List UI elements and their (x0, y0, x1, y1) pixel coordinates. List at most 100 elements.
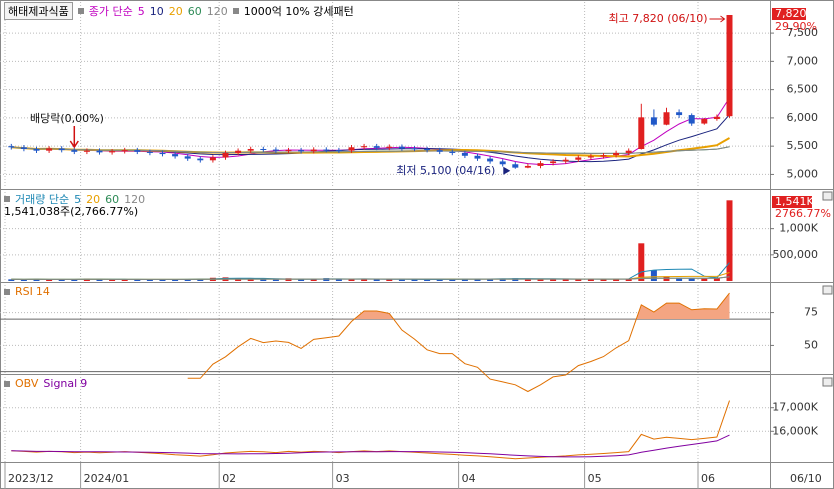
candle-body (46, 148, 53, 151)
y-tick-label: 6,500 (787, 83, 819, 96)
candle-body (524, 165, 531, 168)
rsi-overbought-fill (187, 293, 730, 320)
candle-body (159, 152, 166, 155)
volume-bar (71, 279, 78, 281)
volume-bar (373, 279, 380, 281)
candle-body (398, 146, 405, 149)
volume-bar (701, 278, 708, 281)
volume-bar (411, 279, 418, 281)
candle-body (499, 161, 506, 165)
y-tick-label: 75 (804, 306, 818, 319)
candle-body (134, 150, 141, 152)
volume-bar (424, 279, 431, 281)
ma-period: 120 (206, 4, 228, 18)
close-button[interactable] (822, 285, 833, 295)
volume-bar (386, 279, 393, 281)
candle-body (550, 161, 557, 164)
volume-bar (285, 278, 292, 281)
volume-bar (512, 278, 519, 281)
ma-period: 120 (124, 192, 146, 206)
signal-name: Signal (43, 377, 78, 390)
volume-bar (613, 278, 620, 281)
close-button[interactable] (822, 377, 833, 387)
ma-periods: 5 20 60 120 (74, 193, 145, 206)
volume-bar (235, 278, 242, 281)
candle-body (411, 148, 418, 150)
y-tick-label: 6,000 (787, 111, 819, 124)
y-tick-label: 17,000K (772, 401, 818, 414)
candle-body (222, 152, 229, 158)
candle-body (260, 148, 267, 150)
x-tick-label: 03 (336, 472, 350, 485)
x-tick-label: 06 (701, 472, 715, 485)
volume-bar (726, 200, 733, 281)
ma-label: 종가 단순 (88, 5, 133, 18)
volume-bar (398, 279, 405, 281)
volume-bar (499, 278, 506, 281)
volume-bar (20, 279, 27, 281)
dividend-arrow (69, 126, 79, 149)
volume-bar (8, 279, 15, 281)
candle-body (537, 163, 544, 166)
y-tick-label: 7,500 (787, 26, 819, 39)
volume-bar (537, 279, 544, 281)
volume-bar (46, 279, 53, 281)
y-tick-label: 500,000 (773, 248, 819, 261)
volume-info: 1,541,038주(2,766.77%) (4, 203, 138, 219)
candle-body (184, 156, 191, 159)
x-tick-label: 2023/12 (8, 472, 54, 485)
close-button[interactable] (822, 191, 833, 201)
volume-bar (310, 279, 317, 281)
ma-period: 60 (105, 192, 120, 206)
last-price: 7,820 (775, 7, 807, 20)
last-volume-box (772, 196, 812, 208)
candle-body (96, 150, 103, 153)
volume-bar (524, 278, 531, 281)
volume-bar (348, 278, 355, 281)
volume-bar (676, 277, 683, 281)
ma-period: 5 (137, 4, 145, 18)
x-tick-label: 05 (588, 472, 602, 485)
icon (4, 196, 10, 202)
pane-buttons (822, 191, 833, 387)
ma-period: 60 (187, 4, 202, 18)
rsi-header: RSI 14 (4, 285, 50, 298)
candle-body (638, 117, 645, 149)
candle-body (8, 146, 15, 148)
ma-period: 20 (86, 192, 101, 206)
volume-bar (562, 279, 569, 281)
candle-body (20, 147, 27, 149)
stock-name: 해태제과식품 (4, 2, 73, 20)
volume-bar (58, 279, 65, 281)
volume-bar (436, 279, 443, 281)
candle-body (625, 150, 632, 153)
y-tick-label: 7,000 (787, 54, 819, 67)
y-tick-label: 50 (804, 338, 818, 351)
candle-body (33, 148, 40, 151)
volume-bar (33, 279, 40, 281)
candle-body (726, 15, 733, 117)
volume-bar (474, 278, 481, 281)
ma-period: 5 (74, 192, 82, 206)
volume-bar (688, 278, 695, 281)
candle-body (575, 157, 582, 160)
ma-period: 20 (168, 4, 183, 18)
volume-bar (335, 279, 342, 281)
obv-name: OBV (15, 377, 39, 390)
y-tick-label: 5,000 (787, 167, 819, 180)
volume-bar (625, 278, 632, 281)
low-arrow (503, 166, 511, 175)
volume-bar (713, 278, 720, 281)
x-tick-label: 04 (462, 472, 476, 485)
candle-body (197, 158, 204, 161)
icon (4, 380, 10, 387)
ma-period: 10 (149, 4, 164, 18)
rsi-period: 14 (35, 285, 50, 298)
volume-bar (96, 279, 103, 281)
candle-body (335, 150, 342, 152)
volume-bar (134, 279, 141, 281)
low-annotation: 최저 5,100 (04/16) (396, 164, 495, 177)
candle-body (209, 157, 216, 161)
